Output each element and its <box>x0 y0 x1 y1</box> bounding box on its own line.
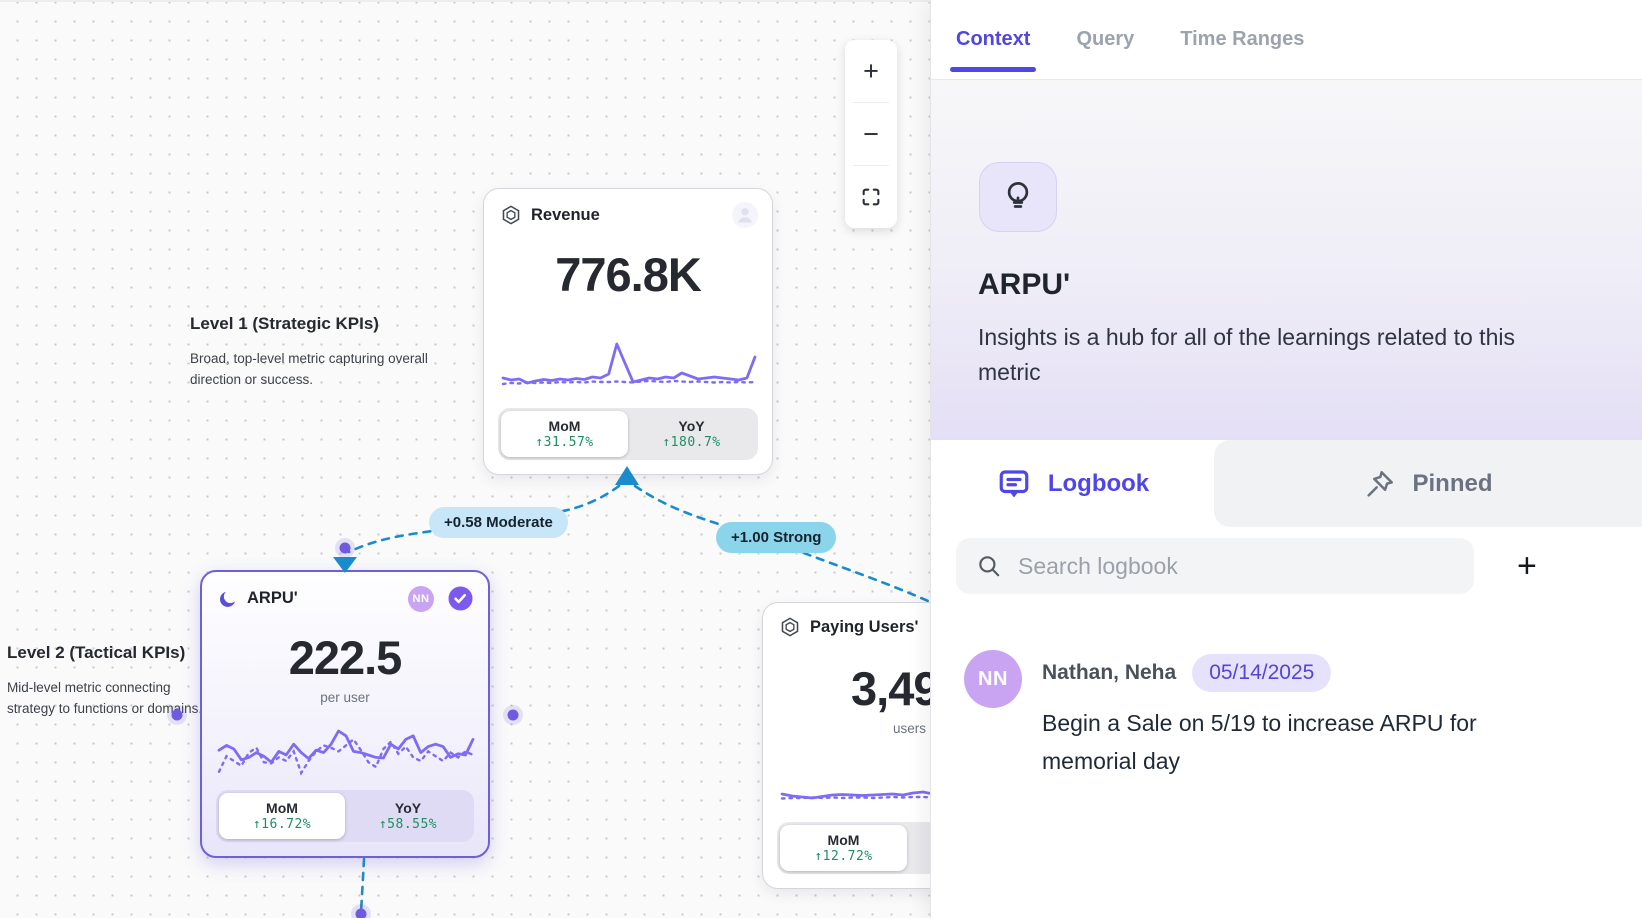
pinned-label: Pinned <box>1412 469 1493 497</box>
metric-name: ARPU' <box>978 268 1071 301</box>
metric-unit: users <box>893 721 927 736</box>
level2-annotation: Level 2 (Tactical KPIs) Mid-level metric… <box>7 643 222 719</box>
card-title: Revenue <box>531 205 600 224</box>
divider <box>853 102 889 103</box>
connection-handle-top[interactable] <box>339 542 351 554</box>
tab-logbook[interactable]: Logbook <box>931 440 1214 527</box>
fullscreen-icon <box>862 188 880 206</box>
search-input[interactable] <box>1018 552 1454 580</box>
mom-label: MoM <box>266 800 298 816</box>
connection-handle-right[interactable] <box>507 709 519 721</box>
metric-unit: per user <box>320 690 370 705</box>
divider <box>853 165 889 166</box>
card-title: Paying Users' <box>810 617 919 636</box>
search-icon <box>979 556 1000 577</box>
metric-description: Insights is a hub for all of the learnin… <box>978 324 1515 385</box>
metric-value: 3,49 <box>851 662 930 715</box>
revenue-card-header: Revenue <box>500 202 758 228</box>
metric-tree-canvas[interactable]: Level 1 (Strategic KPIs) Broad, top-leve… <box>0 0 930 918</box>
period-toggle: MoM ↑12.72% <box>777 822 930 874</box>
avatar: NN <box>964 650 1022 708</box>
mom-value: ↑31.57% <box>535 435 594 450</box>
metric-card-arpu[interactable]: ARPU' NN 222.5 per user MoM ↑16.72% Y <box>200 570 490 858</box>
mom-toggle[interactable]: MoM ↑16.72% <box>219 793 345 839</box>
edge-arpu-down <box>359 857 366 914</box>
period-toggle: MoM ↑16.72% YoY ↑58.55% <box>216 790 474 842</box>
lightbulb-icon <box>1007 182 1029 208</box>
search-box <box>956 538 1474 594</box>
mom-toggle[interactable]: MoM ↑12.72% <box>780 825 907 871</box>
metric-context-header: ARPU' Insights is a hub for all of the l… <box>931 80 1642 440</box>
yoy-value: ↑180.7% <box>662 435 721 450</box>
zoom-out-button[interactable]: − <box>845 103 897 165</box>
tab-pinned[interactable]: Pinned <box>1214 440 1642 527</box>
entry-date-badge: 05/14/2025 <box>1192 654 1332 692</box>
level1-description: Broad, top-level metric capturing overal… <box>190 351 428 387</box>
connection-handle-bottom[interactable] <box>355 908 367 918</box>
metric-value: 222.5 <box>288 631 403 684</box>
moon-icon <box>219 591 236 607</box>
yoy-toggle[interactable] <box>907 825 930 871</box>
sparkline-chart <box>780 790 930 800</box>
owner-avatar-icon <box>732 202 758 228</box>
tab-time-ranges[interactable]: Time Ranges <box>1180 28 1305 50</box>
mom-label: MoM <box>827 832 860 848</box>
metric-card-paying-users[interactable]: Paying Users' 3,49 users MoM ↑12.72% <box>762 602 930 889</box>
level1-annotation: Level 1 (Strategic KPIs) Broad, top-leve… <box>190 314 440 390</box>
logbook-icon <box>999 469 1029 497</box>
yoy-label: YoY <box>394 800 422 816</box>
tab-context[interactable]: Context <box>949 0 1037 79</box>
level2-description: Mid-level metric connecting strategy to … <box>7 680 203 716</box>
period-toggle: MoM ↑31.57% YoY ↑180.7% <box>498 408 758 460</box>
tab-query[interactable]: Query <box>1076 28 1135 50</box>
zoom-in-button[interactable]: + <box>845 40 897 102</box>
card-title: ARPU' <box>247 589 298 607</box>
level1-title: Level 1 (Strategic KPIs) <box>190 314 379 333</box>
metric-value: 776.8K <box>555 248 702 301</box>
add-logbook-entry-button[interactable]: + <box>1517 547 1537 585</box>
sparkline-chart <box>217 729 475 776</box>
logbook-search-row: + <box>956 538 1612 594</box>
metric-card-revenue[interactable]: Revenue 776.8K MoM ↑31.57% YoY ↑180.7% <box>483 188 773 475</box>
mom-value: ↑16.72% <box>252 817 312 832</box>
paying-users-card-header: Paying Users' <box>779 616 930 638</box>
mom-label: MoM <box>548 418 581 434</box>
logbook-pinned-tabs: Logbook Pinned <box>931 440 1642 527</box>
logbook-entry[interactable]: NN Nathan, Neha 05/14/2025 Begin a Sale … <box>964 650 1602 780</box>
sparkline-chart <box>501 342 757 386</box>
yoy-toggle[interactable]: YoY ↑58.55% <box>345 793 471 839</box>
collaborator-badge: NN <box>408 585 434 612</box>
yoy-value: ↑58.55% <box>378 817 438 832</box>
edge-label-strong: +1.00 Strong <box>716 522 837 553</box>
hexagon-icon <box>781 617 799 637</box>
logbook-entry-body: Nathan, Neha 05/14/2025 Begin a Sale on … <box>1042 650 1534 780</box>
yoy-toggle[interactable]: YoY ↑180.7% <box>628 411 755 457</box>
logbook-entry-header: Nathan, Neha 05/14/2025 <box>1042 654 1534 692</box>
panel-tab-bar: Context Query Time Ranges <box>931 0 1642 80</box>
hexagon-icon <box>502 205 520 225</box>
arpu-card-header: ARPU' NN <box>218 585 474 612</box>
mom-toggle[interactable]: MoM ↑31.57% <box>501 411 628 457</box>
logbook-label: Logbook <box>1047 469 1150 497</box>
mom-value: ↑12.72% <box>814 849 873 864</box>
canvas-zoom-toolbar: + − <box>845 40 897 228</box>
yoy-label: YoY <box>678 418 705 434</box>
edge-label-moderate: +0.58 Moderate <box>429 507 568 538</box>
entry-author: Nathan, Neha <box>1042 661 1177 684</box>
verified-check-icon <box>448 586 473 611</box>
fit-view-button[interactable] <box>845 166 897 228</box>
context-panel: Context Query Time Ranges ARPU' Insights… <box>930 0 1642 918</box>
pin-icon <box>1367 470 1394 497</box>
level2-title: Level 2 (Tactical KPIs) <box>7 643 186 662</box>
insight-icon-container <box>979 162 1057 232</box>
entry-text: Begin a Sale on 5/19 to increase ARPU fo… <box>1042 710 1477 774</box>
